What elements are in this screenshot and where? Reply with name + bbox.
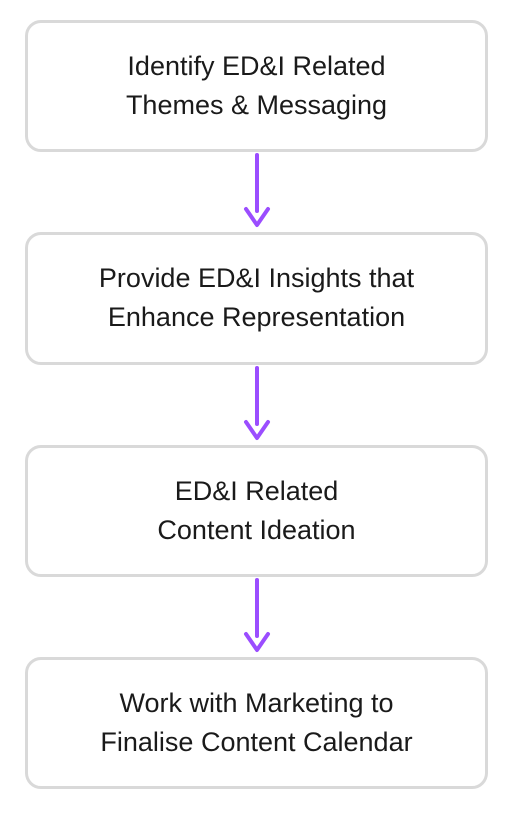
- flowchart-node-4: Work with Marketing to Finalise Content …: [25, 657, 488, 789]
- down-arrow-icon: [242, 365, 272, 445]
- node-text-line: Content Ideation: [157, 511, 355, 550]
- node-text-line: Work with Marketing to: [119, 684, 393, 723]
- node-text-line: Identify ED&I Related: [127, 47, 385, 86]
- node-text-line: Enhance Representation: [108, 298, 405, 337]
- flowchart-node-2: Provide ED&I Insights that Enhance Repre…: [25, 232, 488, 364]
- node-text-line: ED&I Related: [175, 472, 339, 511]
- flowchart-node-1: Identify ED&I Related Themes & Messaging: [25, 20, 488, 152]
- down-arrow-icon: [242, 152, 272, 232]
- node-text-line: Finalise Content Calendar: [100, 723, 412, 762]
- node-text-line: Themes & Messaging: [126, 86, 387, 125]
- flowchart-node-3: ED&I Related Content Ideation: [25, 445, 488, 577]
- down-arrow-icon: [242, 577, 272, 657]
- node-text-line: Provide ED&I Insights that: [99, 259, 414, 298]
